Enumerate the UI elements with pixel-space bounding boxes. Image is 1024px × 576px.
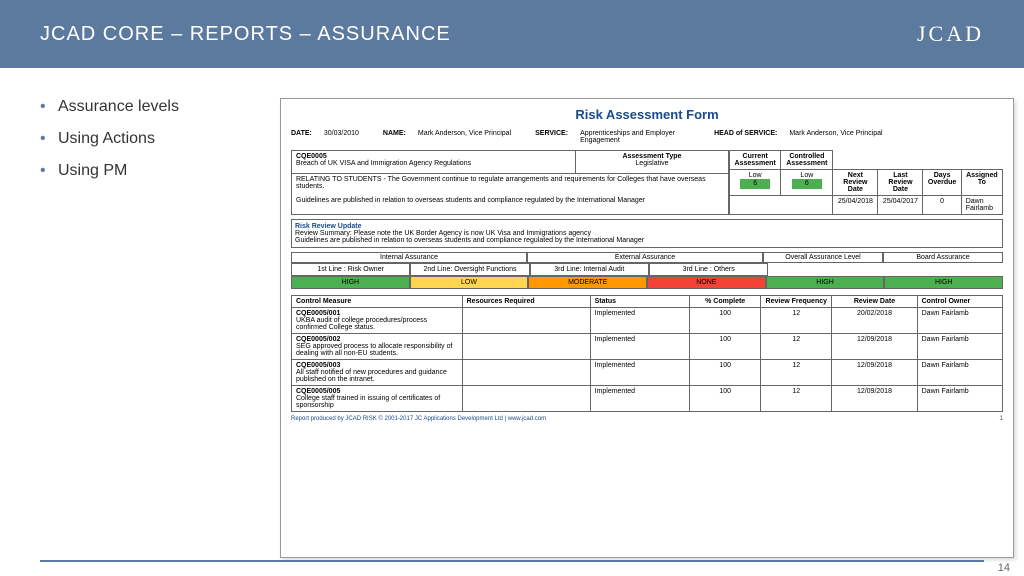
- line2-label: 2nd Line: Oversight Functions: [410, 263, 529, 276]
- head-value: Mark Anderson, Vice Principal: [789, 130, 882, 144]
- relating-text: RELATING TO STUDENTS - The Government co…: [296, 176, 706, 190]
- col-status: Status: [590, 296, 690, 308]
- table-row: CQE0005/001UKBA audit of college procedu…: [292, 308, 1003, 334]
- line4-label: 3rd Line : Others: [649, 263, 768, 276]
- date-label: DATE:: [291, 130, 312, 144]
- assurance-header-row: Internal Assurance External Assurance Ov…: [291, 252, 1003, 263]
- review-line2: Guidelines are published in relation to …: [295, 237, 999, 244]
- line1-val: HIGH: [291, 276, 410, 289]
- controlled-rag: 6: [792, 179, 822, 189]
- risk-block: CQE0005 Breach of UK VISA and Immigratio…: [291, 150, 1003, 215]
- col-date: Review Date: [832, 296, 917, 308]
- line3-label: 3rd Line: Internal Audit: [530, 263, 649, 276]
- next-review: 25/04/2018: [833, 196, 878, 215]
- assigned-label: Assigned To: [961, 170, 1002, 196]
- controls-table: Control Measure Resources Required Statu…: [291, 295, 1003, 412]
- bullet-item: Assurance levels: [40, 98, 280, 116]
- board-val: HIGH: [884, 276, 1003, 289]
- service-value: Apprenticeships and Employer Engagement: [580, 130, 690, 144]
- line2-val: LOW: [410, 276, 529, 289]
- board-assurance-label: Board Assurance: [883, 252, 1003, 263]
- assigned-to: Dawn Fairlamb: [961, 196, 1002, 215]
- assessment-type-label: Assessment Type: [622, 153, 681, 160]
- slide-footer-line: [40, 560, 984, 562]
- assessment-type: Legislative: [635, 160, 668, 167]
- current-assess-label: Current Assessment: [729, 151, 780, 170]
- bullet-list: Assurance levels Using Actions Using PM: [40, 98, 280, 558]
- days-overdue-label: Days Overdue: [923, 170, 961, 196]
- name-value: Mark Anderson, Vice Principal: [418, 130, 511, 144]
- review-header: Risk Review Update: [295, 223, 999, 230]
- risk-code: CQE0005: [296, 153, 327, 160]
- col-pct: % Complete: [690, 296, 761, 308]
- days-overdue: 0: [923, 196, 961, 215]
- form-title: Risk Assessment Form: [291, 107, 1003, 122]
- head-label: HEAD of SERVICE:: [714, 130, 777, 144]
- line1-label: 1st Line : Risk Owner: [291, 263, 410, 276]
- table-row: CQE0005/002SEG approved process to alloc…: [292, 334, 1003, 360]
- last-review: 25/04/2017: [878, 196, 923, 215]
- risk-desc-table: CQE0005 Breach of UK VISA and Immigratio…: [291, 150, 729, 215]
- external-assurance-label: External Assurance: [527, 252, 763, 263]
- assessment-table: Current Assessment Controlled Assessment…: [729, 150, 1003, 215]
- bullet-item: Using PM: [40, 162, 280, 180]
- line3-val: MODERATE: [528, 276, 647, 289]
- table-row: CQE0005/005College staff trained in issu…: [292, 386, 1003, 412]
- col-resources: Resources Required: [462, 296, 590, 308]
- review-update-box: Risk Review Update Review Summary: Pleas…: [291, 219, 1003, 248]
- date-value: 30/03/2010: [324, 130, 359, 144]
- controls-header-row: Control Measure Resources Required Statu…: [292, 296, 1003, 308]
- controlled-val: Low: [800, 172, 813, 179]
- col-control: Control Measure: [292, 296, 463, 308]
- slide-header: JCAD CORE – REPORTS – ASSURANCE JCAD: [0, 0, 1024, 68]
- current-val: Low: [749, 172, 762, 179]
- report-footer: Report produced by JCAD RISK © 2001-2017…: [291, 416, 1003, 422]
- risk-assessment-form: Risk Assessment Form DATE: 30/03/2010 NA…: [280, 98, 1014, 558]
- service-label: SERVICE:: [535, 130, 568, 144]
- controlled-assess-label: Controlled Assessment: [781, 151, 833, 170]
- footer-page: 1: [1000, 416, 1003, 422]
- assurance-values: HIGH LOW MODERATE NONE HIGH HIGH: [291, 276, 1003, 289]
- content-area: Assurance levels Using Actions Using PM …: [0, 68, 1024, 558]
- table-row: CQE0005/003All staff notified of new pro…: [292, 360, 1003, 386]
- assurance-line-labels: 1st Line : Risk Owner 2nd Line: Oversigh…: [291, 263, 1003, 276]
- current-rag: 6: [740, 179, 770, 189]
- overall-assurance-label: Overall Assurance Level: [763, 252, 883, 263]
- line4-val: NONE: [647, 276, 766, 289]
- overall-val: HIGH: [766, 276, 885, 289]
- review-line1: Review Summary: Please note the UK Borde…: [295, 230, 999, 237]
- col-freq: Review Frequency: [761, 296, 832, 308]
- next-review-label: Next Review Date: [833, 170, 878, 196]
- slide-title: JCAD CORE – REPORTS – ASSURANCE: [40, 23, 451, 46]
- footer-text: Report produced by JCAD RISK © 2001-2017…: [291, 416, 546, 422]
- name-label: NAME:: [383, 130, 406, 144]
- internal-assurance-label: Internal Assurance: [291, 252, 527, 263]
- jcad-logo: JCAD: [917, 21, 984, 47]
- slide-page-number: 14: [998, 562, 1010, 574]
- risk-desc: Breach of UK VISA and Immigration Agency…: [296, 160, 471, 167]
- col-owner: Control Owner: [917, 296, 1002, 308]
- meta-row: DATE: 30/03/2010 NAME: Mark Anderson, Vi…: [291, 130, 1003, 144]
- guidelines-text: Guidelines are published in relation to …: [296, 197, 645, 204]
- last-review-label: Last Review Date: [878, 170, 923, 196]
- bullet-item: Using Actions: [40, 130, 280, 148]
